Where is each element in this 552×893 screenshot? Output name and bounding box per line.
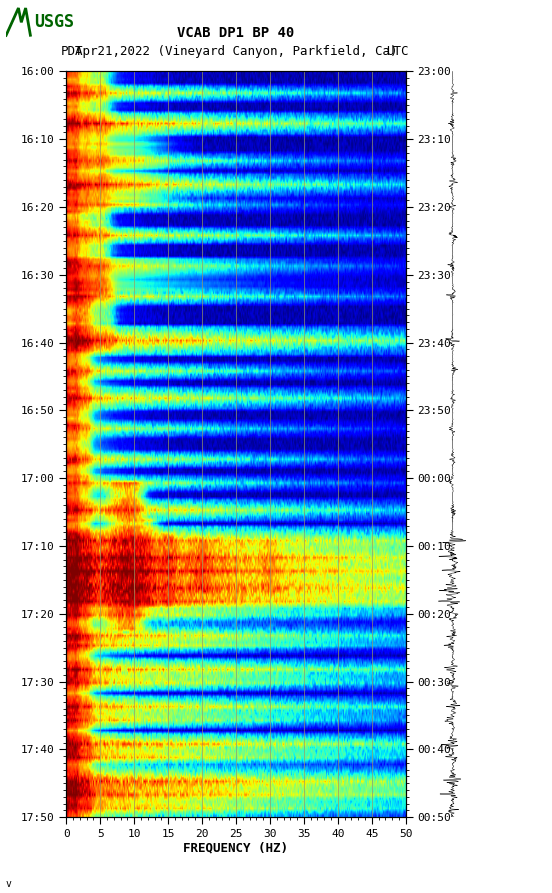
Text: Apr21,2022 (Vineyard Canyon, Parkfield, Ca): Apr21,2022 (Vineyard Canyon, Parkfield, … [75, 45, 397, 58]
Text: VCAB DP1 BP 40: VCAB DP1 BP 40 [177, 26, 295, 40]
X-axis label: FREQUENCY (HZ): FREQUENCY (HZ) [183, 842, 289, 855]
Text: PDT: PDT [61, 45, 83, 58]
Text: v: v [6, 879, 12, 889]
Text: USGS: USGS [34, 13, 74, 31]
Text: UTC: UTC [386, 45, 408, 58]
